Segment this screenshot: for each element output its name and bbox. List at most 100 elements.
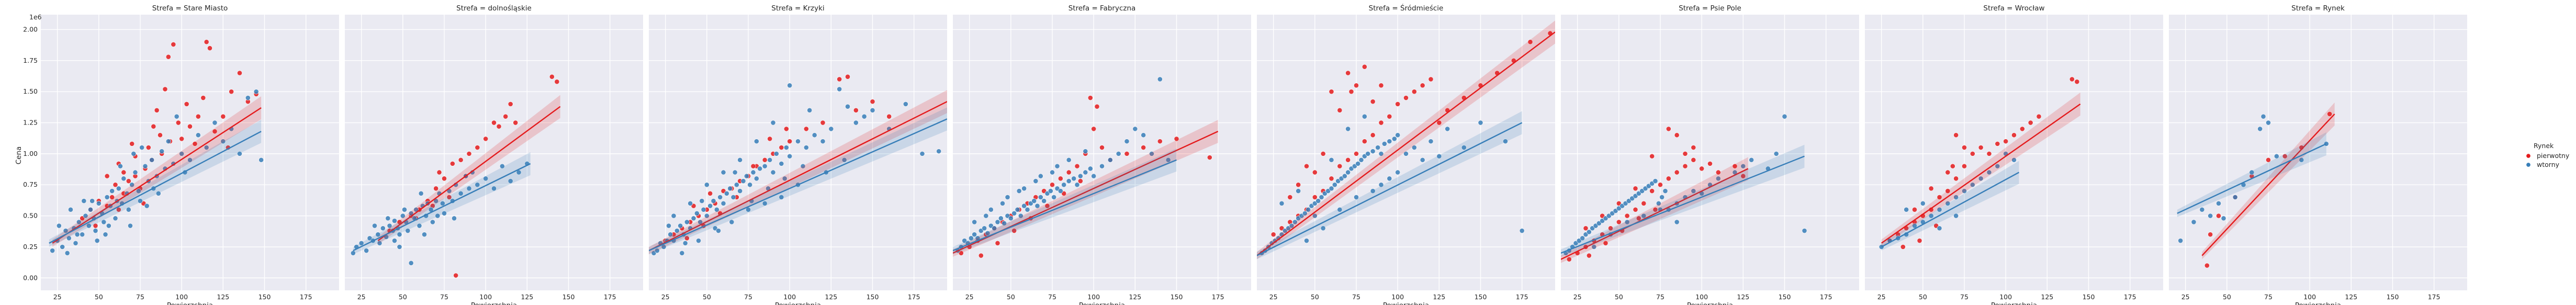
scatter-point-pierwotny [1624,213,1630,219]
scatter-point-pierwotny [195,114,201,119]
scatter-point-wtorny [2260,114,2266,119]
scatter-point-wtorny [779,195,784,200]
scatter-point-pierwotny [1953,176,1959,182]
scatter-point-wtorny [711,198,716,204]
scatter-point-wtorny [721,170,726,175]
regression-line-wtorny [353,163,531,252]
scatter-point-pierwotny [845,74,850,80]
scatter-point-wtorny [63,228,69,233]
scatter-point-wtorny [475,182,480,188]
scatter-point-pierwotny [1077,178,1083,184]
scatter-point-wtorny [853,120,859,126]
x-tick-label: 125 [825,293,837,301]
x-tick-label: 25 [357,293,366,301]
scatter-point-wtorny [684,219,690,225]
scatter-point-wtorny [1337,207,1343,212]
scatter-point-wtorny [1378,182,1384,188]
scatter-point-pierwotny [458,157,464,163]
scatter-point-pierwotny [2266,157,2271,163]
scatter-point-wtorny [1962,188,1967,194]
scatter-point-wtorny [1157,76,1163,82]
facet-panel-5: 25 50 75 100 125 150 175 Strefa = Śródmieście Po… [1257,3,1555,305]
scatter-point-pierwotny [767,136,773,142]
scatter-point-wtorny [1904,207,1909,212]
scatter-point-wtorny [1436,153,1442,159]
x-tick-label: 175 [300,293,312,301]
scatter-point-wtorny [727,186,733,191]
facet-panel-4: 25 50 75 100 125 150 175 Strefa = Fabryczna Powi… [953,4,1251,305]
scatter-point-wtorny [458,190,464,196]
facet-title: Strefa = Krzyki [771,4,824,13]
scatter-point-wtorny [770,120,776,126]
scatter-point-pierwotny [1608,225,1613,231]
regression-line-pierwotny [2201,114,2335,256]
scatter-point-wtorny [508,178,513,184]
scatter-point-wtorny [1591,244,1597,250]
scatter-point-pierwotny [779,145,784,150]
y-tick-label: 0.75 [23,180,38,188]
scatter-point-wtorny [144,203,150,209]
regression-line-wtorny [953,159,1177,252]
legend: Rynek pierwotny wtorny [2526,142,2570,168]
scatter-point-pierwotny [995,240,1000,246]
scatter-point-pierwotny [1995,141,2000,146]
scatter-point-wtorny [435,213,441,219]
scatter-point-pierwotny [1945,188,1951,194]
scatter-point-wtorny [1332,182,1337,188]
facet-title: Strefa = Fabryczna [1068,4,1136,13]
scatter-point-wtorny [220,139,226,144]
scatter-point-wtorny [380,225,386,231]
scatter-point-wtorny [1691,188,1696,194]
scatter-point-wtorny [1953,213,1959,219]
scatter-point-pierwotny [453,273,459,278]
scatter-point-wtorny [1370,188,1376,194]
scatter-point-wtorny [1656,200,1661,206]
scatter-point-pierwotny [158,132,163,138]
x-tick-label: 75 [136,293,144,301]
scatter-point-wtorny [1378,151,1384,156]
x-tick-label: 75 [440,293,448,301]
scatter-point-wtorny [972,232,977,238]
scatter-point-wtorny [430,219,435,225]
scatter-point-pierwotny [116,207,121,212]
scatter-point-pierwotny [483,136,489,142]
scatter-point-wtorny [1773,151,1779,156]
scatter-point-pierwotny [475,145,480,150]
scatter-point-pierwotny [554,79,560,85]
scatter-point-wtorny [2178,238,2184,243]
scatter-point-wtorny [1048,188,1053,194]
scatter-point-wtorny [753,176,759,182]
scatter-point-wtorny [841,157,847,163]
scatter-point-pierwotny [126,178,131,184]
scatter-point-wtorny [1315,198,1321,204]
scatter-point-wtorny [1025,207,1030,212]
scatter-point-wtorny [392,218,397,223]
facet-title: Strefa = dolnośląskie [456,4,532,13]
scatter-point-wtorny [732,170,738,175]
scatter-point-pierwotny [1387,114,1392,119]
scatter-point-wtorny [1659,195,1665,200]
scatter-point-pierwotny [1074,163,1080,169]
scatter-point-wtorny [1749,157,1754,163]
regression-line-pierwotny [1881,103,2081,244]
scatter-point-pierwotny [1312,195,1318,200]
scatter-point-wtorny [734,182,739,188]
scatter-point-wtorny [440,200,445,206]
scatter-point-wtorny [714,207,719,212]
scatter-point-wtorny [2274,153,2279,159]
scatter-point-wtorny [1124,139,1130,144]
scatter-point-pierwotny [1354,83,1359,88]
scatter-point-wtorny [83,213,88,219]
scatter-point-pierwotny [1345,157,1351,163]
scatter-point-wtorny [1652,178,1658,184]
scatter-point-wtorny [2221,216,2226,221]
x-axis-label: Powierzchnia [1991,301,2037,305]
scatter-point-pierwotny [220,114,226,119]
scatter-point-pierwotny [1527,39,1533,45]
scatter-point-wtorny [1354,195,1359,200]
legend-label-wtorny: wtorny [2537,161,2560,168]
scatter-point-pierwotny [2019,126,2025,132]
scatter-point-wtorny [807,107,813,113]
x-tick-label: 100 [1087,293,1100,301]
scatter-point-wtorny [103,232,108,238]
